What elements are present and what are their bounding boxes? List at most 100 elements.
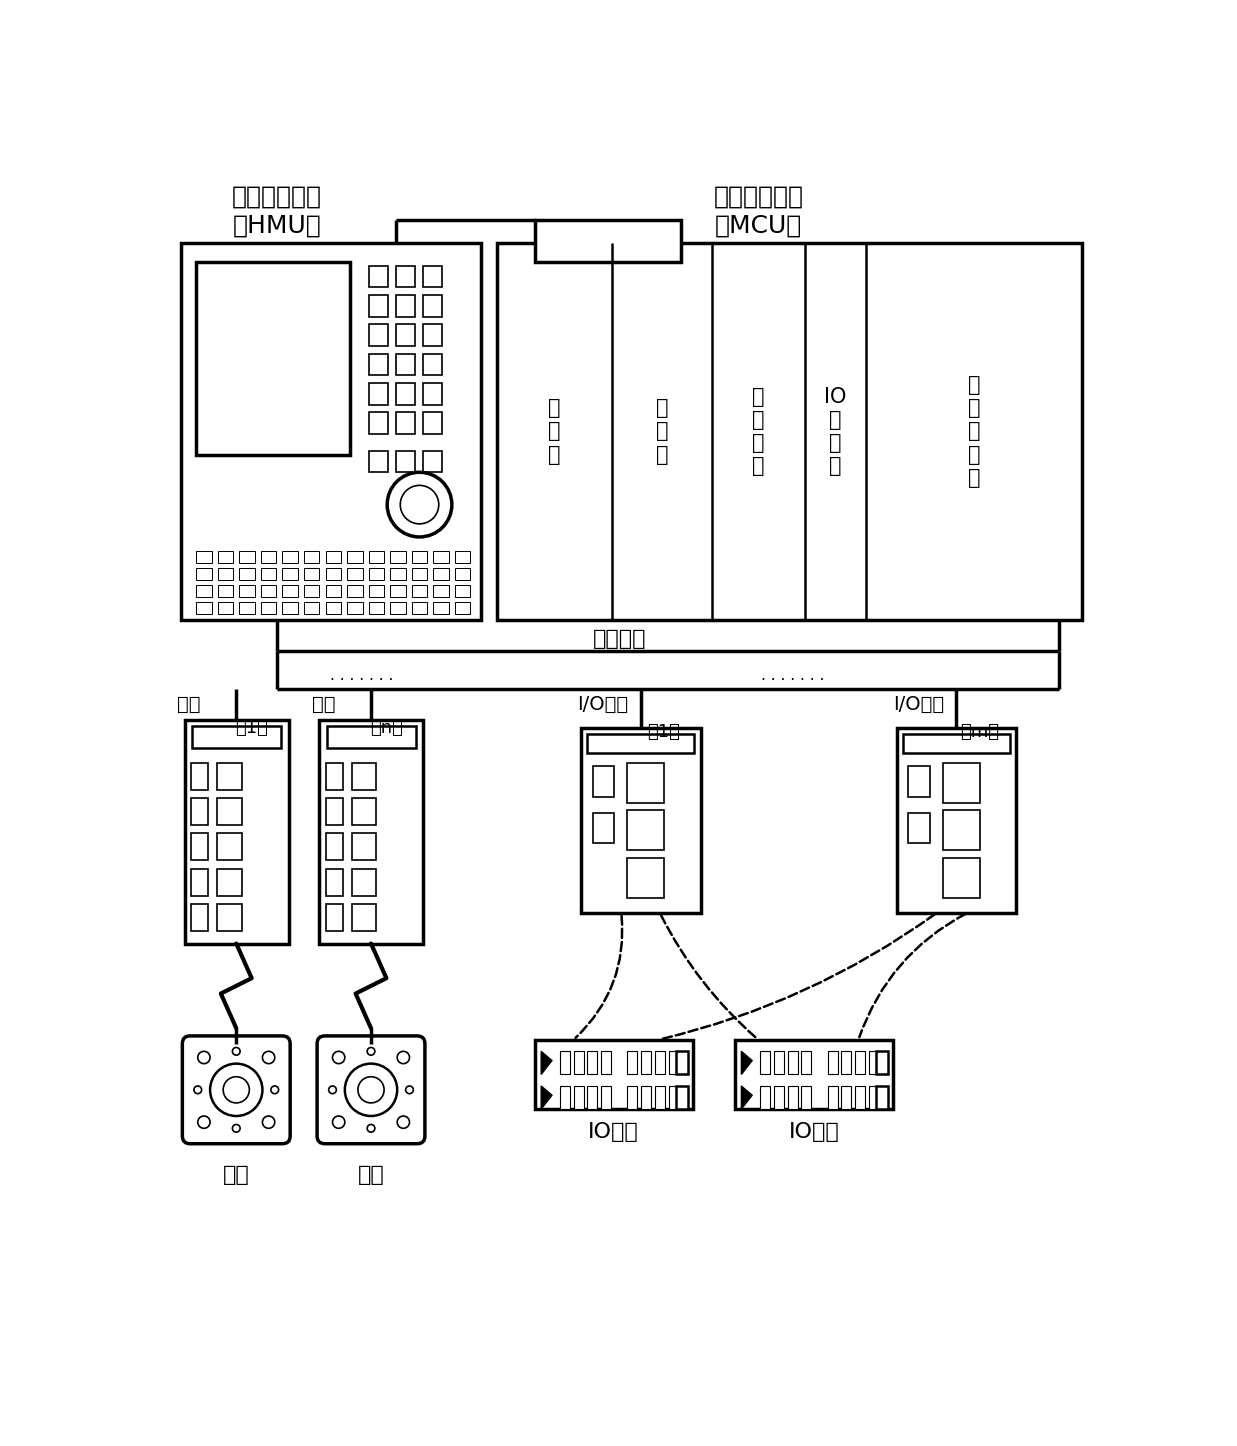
- Bar: [184, 720, 288, 944]
- Bar: [370, 324, 388, 346]
- Circle shape: [329, 1086, 336, 1093]
- Bar: [897, 727, 1017, 912]
- Bar: [455, 584, 470, 597]
- Polygon shape: [541, 1051, 552, 1074]
- Bar: [239, 602, 255, 615]
- Bar: [282, 584, 298, 597]
- Bar: [943, 810, 980, 850]
- Circle shape: [262, 1051, 275, 1064]
- Bar: [773, 1086, 784, 1109]
- Bar: [855, 1051, 866, 1074]
- Bar: [536, 1040, 693, 1109]
- Bar: [282, 551, 298, 562]
- Text: 机床控制单元: 机床控制单元: [714, 185, 803, 208]
- Bar: [325, 584, 341, 597]
- Bar: [197, 584, 212, 597]
- Bar: [261, 568, 276, 580]
- Circle shape: [406, 1086, 413, 1093]
- Bar: [675, 1086, 688, 1109]
- Text: 电机: 电机: [223, 1164, 250, 1184]
- Bar: [282, 568, 298, 580]
- Bar: [390, 602, 406, 615]
- Bar: [370, 295, 388, 317]
- FancyBboxPatch shape: [182, 1035, 291, 1144]
- Text: IO端子: IO端子: [588, 1122, 640, 1142]
- Bar: [828, 1086, 837, 1109]
- Text: 系
统
板: 系 统 板: [656, 398, 668, 464]
- Bar: [261, 602, 276, 615]
- Bar: [197, 262, 350, 454]
- Bar: [197, 602, 212, 615]
- Bar: [327, 726, 416, 748]
- Bar: [559, 1086, 570, 1109]
- Bar: [496, 243, 1081, 620]
- Text: IO端子: IO端子: [788, 1122, 839, 1142]
- Bar: [412, 568, 427, 580]
- Bar: [325, 869, 343, 895]
- Bar: [239, 551, 255, 562]
- Bar: [190, 833, 208, 860]
- Text: 现场总线: 现场总线: [593, 629, 647, 649]
- Circle shape: [194, 1086, 202, 1093]
- Bar: [412, 551, 427, 562]
- Bar: [627, 810, 664, 850]
- Bar: [348, 551, 362, 562]
- Bar: [396, 295, 414, 317]
- Bar: [190, 762, 208, 790]
- Bar: [304, 584, 319, 597]
- Circle shape: [262, 1116, 275, 1128]
- Bar: [802, 1086, 811, 1109]
- Bar: [423, 266, 442, 288]
- Bar: [325, 798, 343, 824]
- Bar: [412, 584, 427, 597]
- Bar: [325, 833, 343, 860]
- Bar: [593, 766, 615, 797]
- Bar: [943, 762, 980, 803]
- Text: · · · · · · ·: · · · · · · ·: [330, 672, 393, 688]
- Bar: [433, 584, 449, 597]
- Bar: [908, 813, 930, 843]
- Text: （n）: （n）: [370, 719, 403, 737]
- Bar: [181, 243, 481, 620]
- Bar: [370, 451, 388, 473]
- Polygon shape: [741, 1086, 752, 1109]
- Bar: [218, 551, 234, 562]
- Bar: [423, 295, 442, 317]
- Bar: [559, 1051, 570, 1074]
- Bar: [423, 354, 442, 376]
- Bar: [190, 869, 208, 895]
- Bar: [351, 869, 376, 895]
- Bar: [390, 584, 406, 597]
- Bar: [325, 904, 343, 931]
- Bar: [735, 1040, 893, 1109]
- Bar: [802, 1051, 811, 1074]
- Bar: [943, 857, 980, 898]
- Bar: [903, 735, 1011, 752]
- Bar: [197, 568, 212, 580]
- Bar: [370, 354, 388, 376]
- Bar: [455, 551, 470, 562]
- Text: （m）: （m）: [960, 723, 998, 740]
- Bar: [423, 412, 442, 434]
- Bar: [433, 568, 449, 580]
- Circle shape: [233, 1047, 240, 1056]
- Bar: [760, 1086, 769, 1109]
- Bar: [218, 602, 234, 615]
- Bar: [412, 602, 427, 615]
- Bar: [370, 383, 388, 405]
- Circle shape: [333, 1116, 345, 1128]
- Bar: [656, 1086, 666, 1109]
- Text: 人机接口单元: 人机接口单元: [233, 185, 322, 208]
- Text: 伺服: 伺服: [312, 696, 335, 714]
- Text: （1）: （1）: [647, 723, 680, 740]
- Text: （1）: （1）: [235, 719, 268, 737]
- Bar: [855, 1086, 866, 1109]
- Bar: [455, 602, 470, 615]
- Bar: [351, 833, 376, 860]
- Bar: [396, 412, 414, 434]
- Bar: [396, 451, 414, 473]
- Text: （MCU）: （MCU）: [715, 214, 802, 239]
- Bar: [197, 551, 212, 562]
- Bar: [216, 762, 241, 790]
- Bar: [325, 568, 341, 580]
